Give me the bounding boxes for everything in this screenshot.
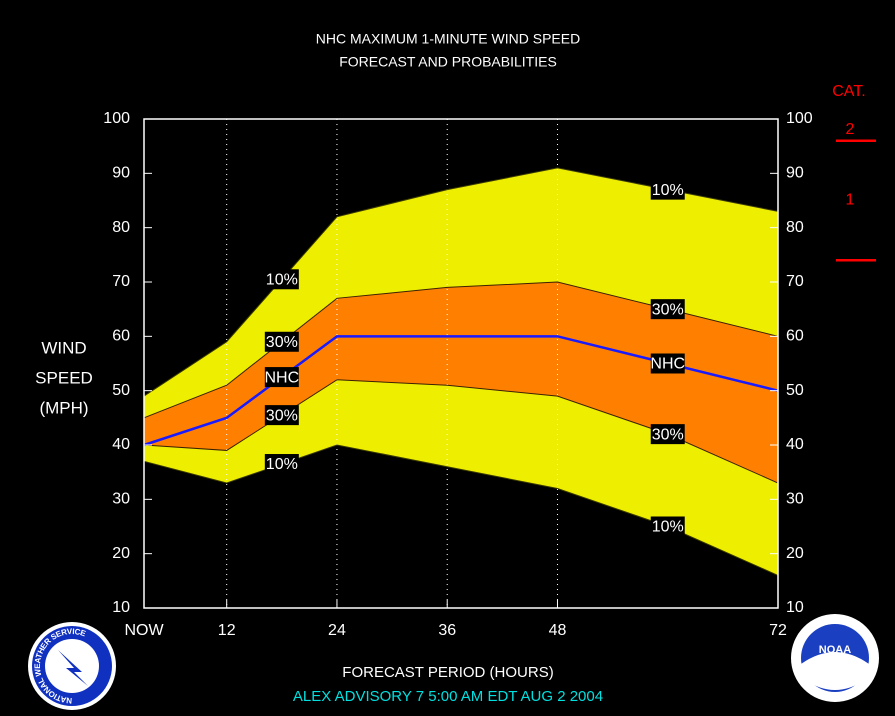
series-label: 30%: [652, 301, 684, 318]
x-tick-label: 72: [769, 622, 787, 639]
chart-title: FORECAST AND PROBABILITIES: [339, 54, 557, 70]
logo-bolt: [58, 650, 88, 686]
x-tick-label: 12: [218, 622, 236, 639]
y-axis-label: WIND: [41, 338, 86, 357]
y-tick-label: 90: [112, 165, 130, 182]
category-title: CAT.: [832, 83, 865, 100]
label-box: [264, 405, 299, 426]
x-axis-label: FORECAST PERIOD (HOURS): [342, 664, 553, 681]
y-tick-label: 60: [112, 328, 130, 345]
y-axis-label: (MPH): [39, 398, 88, 417]
y-tick-label: 30: [112, 491, 130, 508]
subtitle: ALEX ADVISORY 7 5:00 AM EDT AUG 2 2004: [293, 688, 603, 705]
logo-center: [45, 639, 99, 693]
y2-tick-label: 10: [786, 599, 804, 616]
y-tick-label: 20: [112, 545, 130, 562]
y-tick-label: 80: [112, 219, 130, 236]
chart-title: NHC MAXIMUM 1-MINUTE WIND SPEED: [316, 31, 580, 47]
y-axis-label: SPEED: [35, 368, 93, 387]
y-tick-label: 100: [103, 110, 130, 127]
y2-tick-label: 20: [786, 545, 804, 562]
logo-bird: [801, 652, 869, 690]
noaa-logo: NOAA: [791, 614, 879, 702]
label-box: [264, 269, 299, 290]
logo-text: NOAA: [819, 644, 851, 656]
y2-tick-label: 50: [786, 382, 804, 399]
band-area: [144, 282, 778, 484]
series-label: NHC: [264, 369, 299, 386]
x-tick-label: 36: [438, 622, 456, 639]
series-label: 30%: [652, 426, 684, 443]
series-label: 10%: [652, 519, 684, 536]
label-box: [264, 331, 299, 352]
series-label: 10%: [652, 182, 684, 199]
label-box: [650, 299, 685, 320]
category-label: 1: [846, 192, 855, 209]
series-label: 10%: [266, 272, 298, 289]
y-tick-label: 70: [112, 273, 130, 290]
y2-tick-label: 80: [786, 219, 804, 236]
series-label: 30%: [266, 407, 298, 424]
y-tick-label: 40: [112, 436, 130, 453]
label-box: [264, 454, 299, 475]
x-tick-label: NOW: [124, 622, 164, 639]
x-tick-label: 24: [328, 622, 346, 639]
y2-tick-label: 30: [786, 491, 804, 508]
label-box: [264, 367, 299, 388]
label-box: [650, 424, 685, 445]
y-tick-label: 10: [112, 599, 130, 616]
x-tick-label: 48: [549, 622, 567, 639]
y2-tick-label: 100: [786, 110, 813, 127]
plot-frame: [143, 118, 779, 609]
y-tick-label: 50: [112, 382, 130, 399]
label-box: [650, 353, 685, 374]
nws-logo: NATIONAL WEATHER SERVICE: [28, 622, 116, 710]
label-box: [650, 516, 685, 537]
series-label: 10%: [266, 456, 298, 473]
y2-tick-label: 90: [786, 165, 804, 182]
label-box: [650, 179, 685, 200]
y2-tick-label: 70: [786, 273, 804, 290]
y2-tick-label: 60: [786, 328, 804, 345]
category-label: 2: [846, 121, 855, 138]
series-label: 30%: [266, 334, 298, 351]
series-label: NHC: [650, 356, 685, 373]
y2-tick-label: 40: [786, 436, 804, 453]
